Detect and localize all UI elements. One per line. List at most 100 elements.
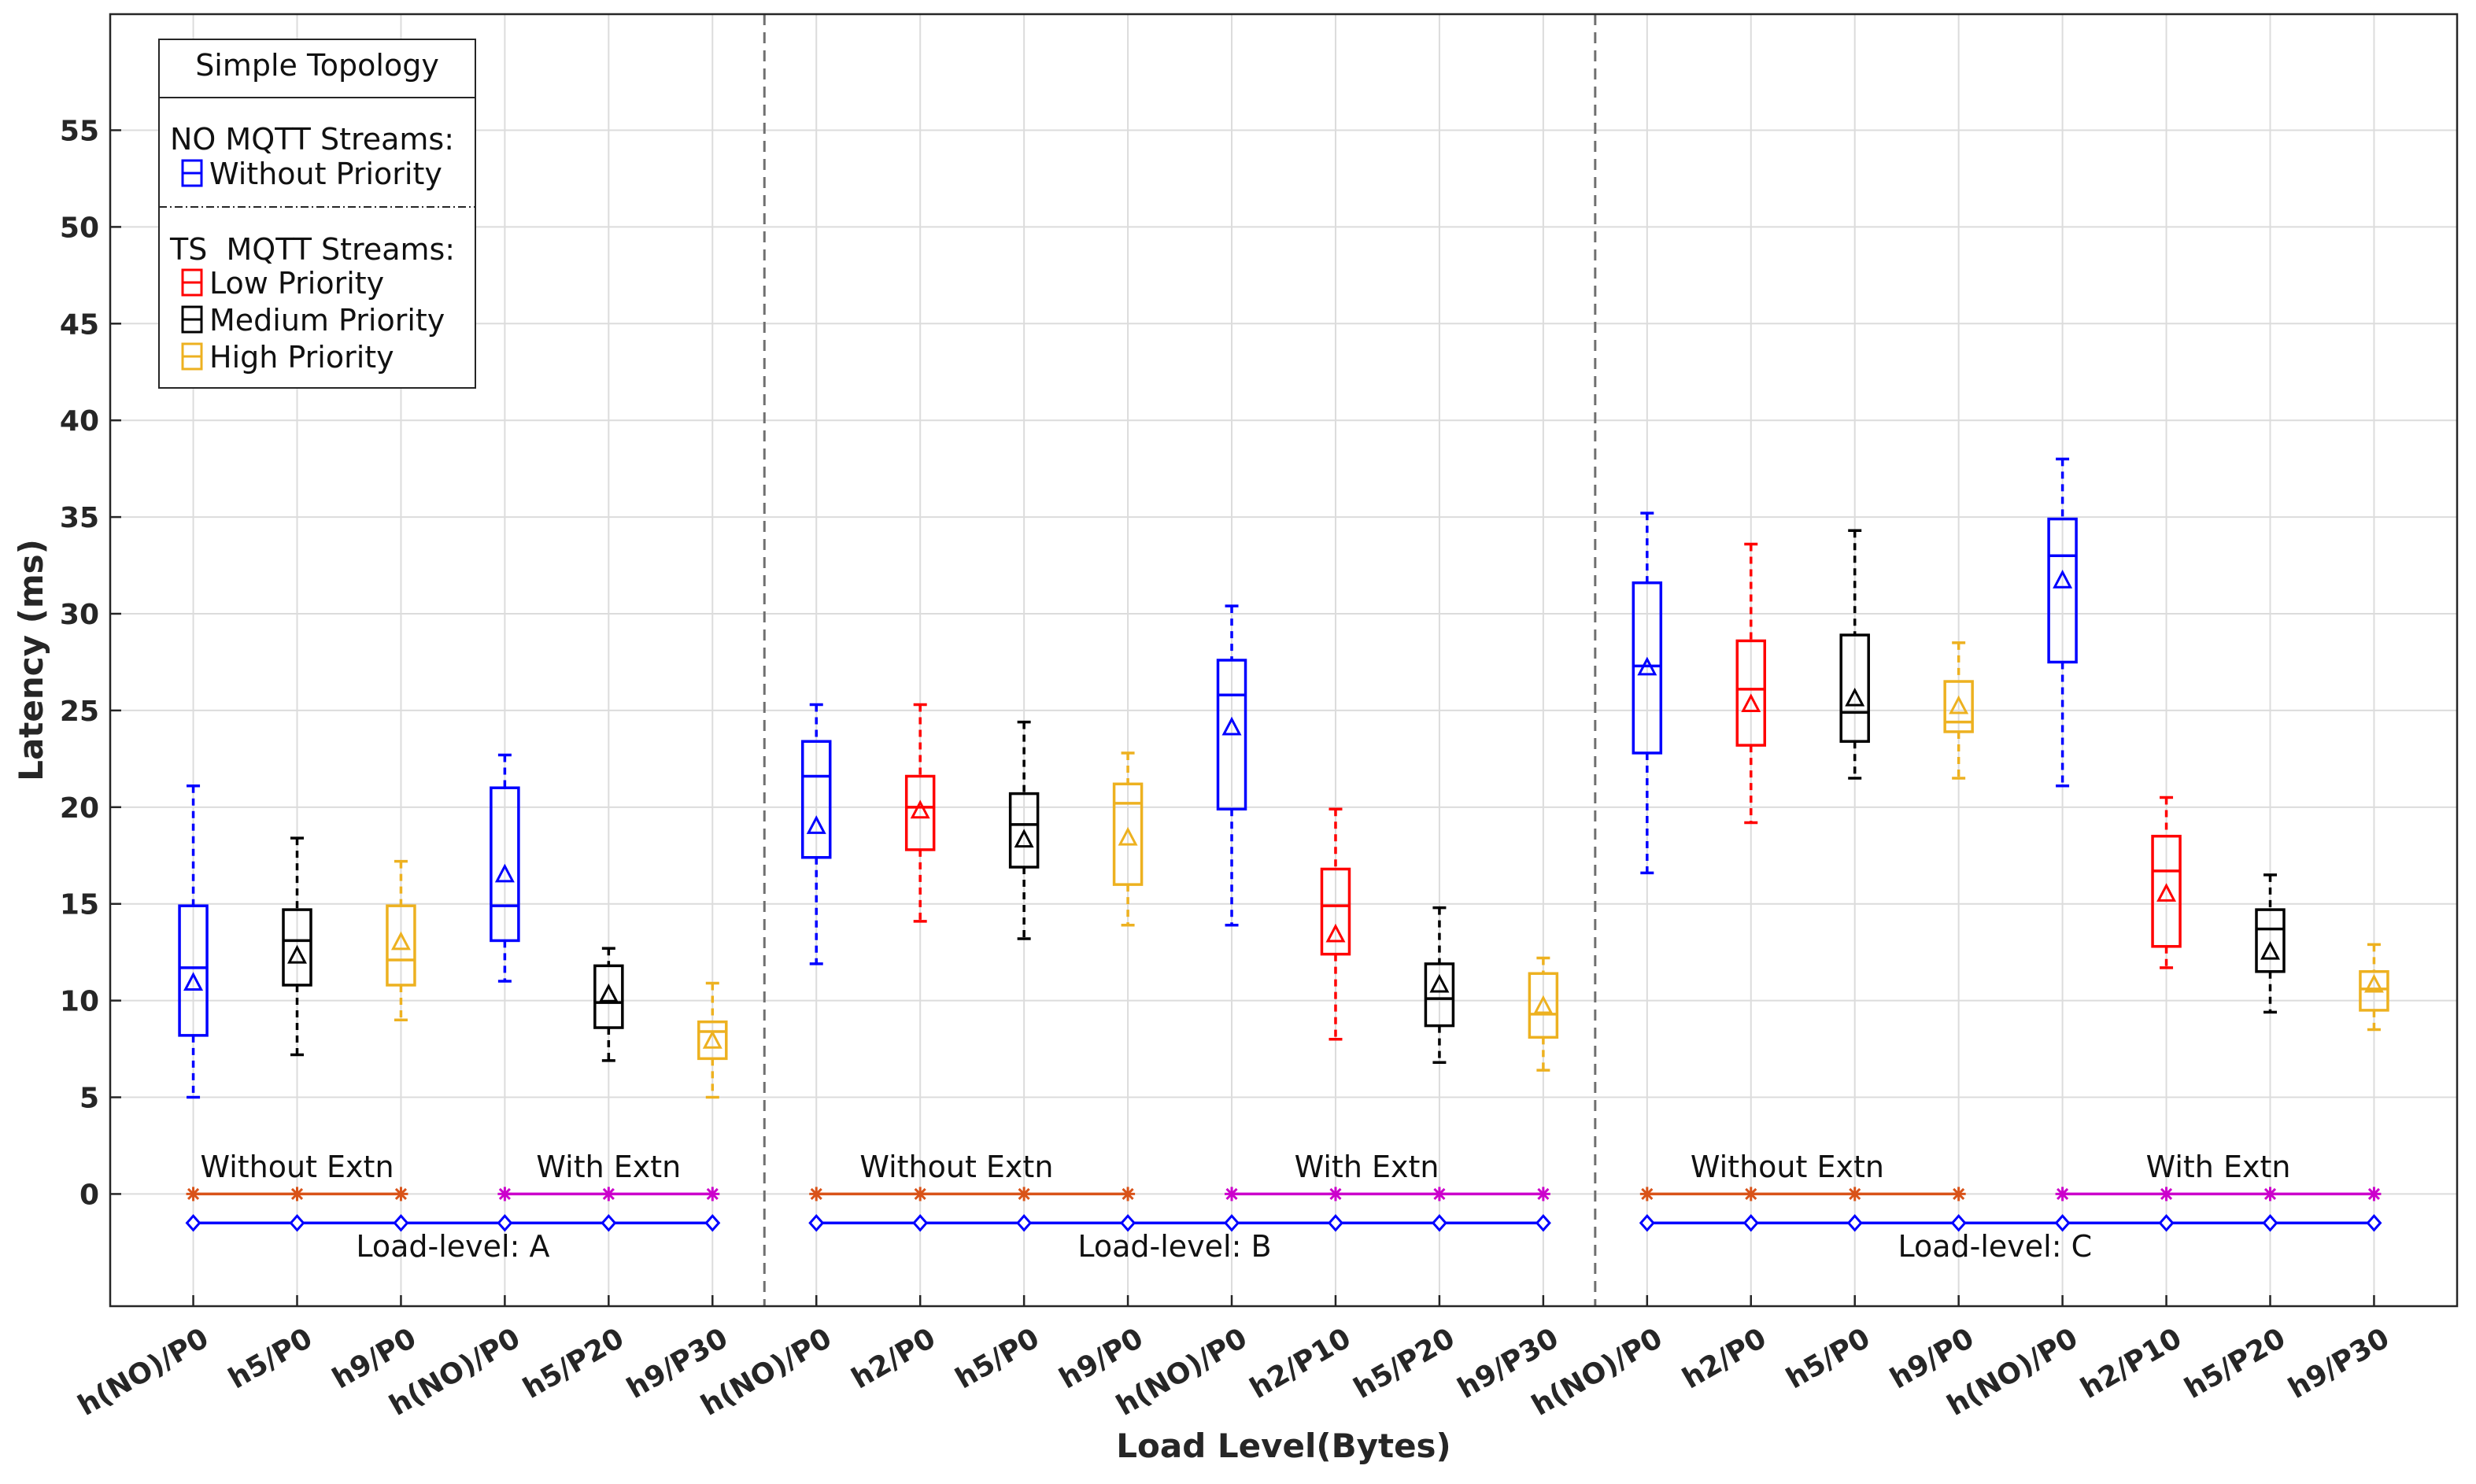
mean-marker <box>1221 716 1242 736</box>
diamond-marker <box>601 1214 617 1232</box>
star-marker <box>1017 1187 1032 1202</box>
star-marker <box>705 1187 720 1202</box>
box-iqr <box>904 774 936 851</box>
annotation-label: Without Extn <box>1691 1150 1884 1184</box>
star-marker <box>290 1187 305 1202</box>
star-marker <box>809 1187 824 1202</box>
mean-marker <box>287 944 307 964</box>
annotation-label: With Extn <box>536 1150 681 1184</box>
star-stroke <box>1745 1187 1757 1200</box>
star-marker <box>1225 1187 1240 1202</box>
diamond-marker <box>1846 1214 1863 1232</box>
mean-marker <box>390 931 411 951</box>
star-stroke <box>187 1187 200 1200</box>
box-h9/P30 <box>697 981 728 1099</box>
box-iqr <box>1320 867 1351 956</box>
box-h2/P10 <box>2151 796 2182 969</box>
annotation-label: Load-level: A <box>356 1229 549 1264</box>
annotations: Without Extn With Extn Load-level: A Withou… <box>200 1150 2290 1264</box>
extension-line <box>2055 1187 2382 1202</box>
box-iqr <box>386 904 416 987</box>
mean-marker <box>2363 973 2384 993</box>
x-tick-label: h5/P20 <box>1348 1322 1460 1405</box>
diamond-marker <box>497 1214 513 1232</box>
box-h5/P0 <box>1839 529 1870 780</box>
diamond-marker <box>1742 1214 1759 1232</box>
y-tick-label: 10 <box>60 986 99 1018</box>
box-h5/P0 <box>1008 720 1040 940</box>
extension-line <box>1639 1187 1966 1202</box>
extension-line <box>1225 1187 1550 1202</box>
x-tick-label: h(NO)/P0 <box>72 1322 214 1422</box>
star-stroke <box>602 1187 615 1200</box>
diamond-marker <box>808 1214 825 1232</box>
annotation-label: Without Extn <box>859 1150 1053 1184</box>
star-stroke <box>810 1187 822 1200</box>
mean-marker <box>1949 695 1969 714</box>
box-h9/P0 <box>1112 751 1144 927</box>
star-stroke <box>706 1187 719 1200</box>
y-tick-label: 0 <box>79 1179 99 1211</box>
diamond-marker <box>704 1214 721 1232</box>
box-h(NO)/P0 <box>1632 511 1663 875</box>
box-h(NO)/P0 <box>2047 457 2078 788</box>
box-h(NO)/P0 <box>800 703 832 965</box>
box-iqr <box>2359 970 2389 1012</box>
star-stroke <box>1641 1187 1654 1200</box>
mean-marker <box>1533 995 1554 1014</box>
mean-marker <box>1637 656 1657 676</box>
box-iqr <box>282 908 312 987</box>
star-stroke <box>2160 1187 2173 1200</box>
load-level-line <box>185 1214 721 1232</box>
box-h(NO)/P0 <box>490 753 520 983</box>
box-iqr <box>490 786 520 943</box>
box-h5/P20 <box>2255 873 2286 1014</box>
diamond-marker <box>1535 1214 1551 1232</box>
box-iqr <box>1632 581 1663 755</box>
legend-title: Simple Topology <box>195 48 439 83</box>
load-level-line <box>808 1214 1551 1232</box>
diamond-marker <box>1120 1214 1136 1232</box>
star-stroke <box>498 1187 511 1200</box>
star-stroke <box>1953 1187 1965 1200</box>
legend-item-label: Medium Priority <box>209 303 445 338</box>
star-stroke <box>1122 1187 1134 1200</box>
box-h(NO)/P0 <box>178 784 209 1099</box>
box-iqr <box>697 1020 728 1061</box>
box-iqr <box>1424 962 1455 1028</box>
diamond-marker <box>2262 1214 2278 1232</box>
star-stroke <box>1329 1187 1342 1200</box>
annotation-label: With Extn <box>1295 1150 1439 1184</box>
y-tick-label: 5 <box>79 1083 99 1115</box>
box-iqr <box>1216 659 1247 811</box>
mean-marker <box>1118 826 1138 846</box>
mean-marker <box>2260 940 2280 960</box>
y-tick-label: 15 <box>60 889 99 921</box>
star-stroke <box>394 1187 408 1200</box>
legend-group1-title: NO MQTT Streams: <box>170 122 454 157</box>
box-h5/P20 <box>593 947 624 1062</box>
diamond-marker <box>912 1214 929 1232</box>
box-h(NO)/P0 <box>1216 604 1247 927</box>
legend-item: Medium Priority <box>181 303 445 338</box>
extension-line <box>497 1187 720 1202</box>
box-h2/P0 <box>1735 542 1767 825</box>
star-stroke <box>290 1187 304 1200</box>
diamond-marker <box>1327 1214 1343 1232</box>
extension-line <box>809 1187 1136 1202</box>
x-tick-label: h2/P10 <box>2075 1322 2187 1405</box>
diamond-marker <box>393 1214 409 1232</box>
x-tick-label: h5/P20 <box>518 1322 630 1405</box>
mean-marker <box>494 863 515 883</box>
star-marker <box>1951 1187 1966 1202</box>
box-iqr <box>2047 517 2078 664</box>
legend-group2-title: TS MQTT Streams: <box>169 232 455 267</box>
box-h2/P0 <box>904 703 936 923</box>
y-tick-label: 50 <box>60 212 99 244</box>
y-tick-label: 45 <box>60 308 99 341</box>
legend-item: Low Priority <box>181 266 384 301</box>
y-tick-label: 35 <box>60 502 99 534</box>
diamond-marker <box>2366 1214 2382 1232</box>
star-marker <box>2055 1187 2070 1202</box>
box-h5/P20 <box>1424 906 1455 1065</box>
